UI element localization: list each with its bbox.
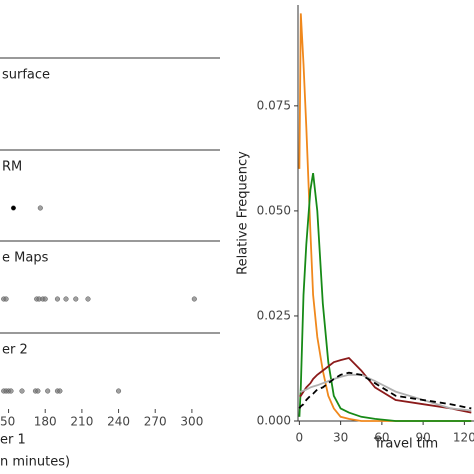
dot	[57, 388, 63, 394]
dot	[191, 296, 197, 302]
dot	[3, 296, 9, 302]
dot	[35, 388, 41, 394]
dot	[63, 296, 69, 302]
dot	[73, 296, 79, 302]
dot	[54, 296, 60, 302]
x-tick-label: 30	[333, 431, 348, 445]
density-line	[298, 371, 472, 410]
x-axis-label: n minutes)	[0, 455, 70, 470]
x-tick-label: 180	[34, 415, 57, 429]
y-axis-label: Relative Frequency	[236, 151, 251, 275]
y-tick-label: 0.050	[257, 203, 291, 217]
x-tick-label: 240	[107, 415, 130, 429]
x-tick-label: 60	[374, 431, 389, 445]
dot	[42, 296, 48, 302]
density-line	[298, 13, 472, 422]
dot	[45, 388, 51, 394]
x-tick-label: 90	[415, 431, 430, 445]
x-tick-label: 0	[296, 431, 304, 445]
dot	[19, 388, 25, 394]
x-tick-label: 270	[144, 415, 167, 429]
facet-title: e Maps	[2, 251, 49, 266]
dot	[8, 388, 14, 394]
dot	[37, 205, 43, 211]
x-tick-label: 300	[180, 415, 203, 429]
density-line	[298, 172, 472, 422]
x-tick-label: 120	[453, 431, 474, 445]
facet-title: surface	[2, 68, 50, 83]
y-tick-label: 0.025	[257, 308, 291, 322]
x-tick-label: 50	[0, 415, 15, 429]
y-tick-label: 0.075	[257, 98, 291, 112]
dot	[116, 388, 122, 394]
facet-title: RM	[2, 160, 22, 175]
density-line	[299, 357, 472, 414]
dot	[85, 296, 91, 302]
y-tick-label: 0.000	[257, 414, 291, 428]
facet-title: er 2	[2, 343, 28, 358]
x-axis-label: er 1	[0, 433, 26, 448]
x-axis-label: Travel tim	[373, 437, 438, 452]
x-tick-label: 210	[70, 415, 93, 429]
dot	[10, 205, 16, 211]
